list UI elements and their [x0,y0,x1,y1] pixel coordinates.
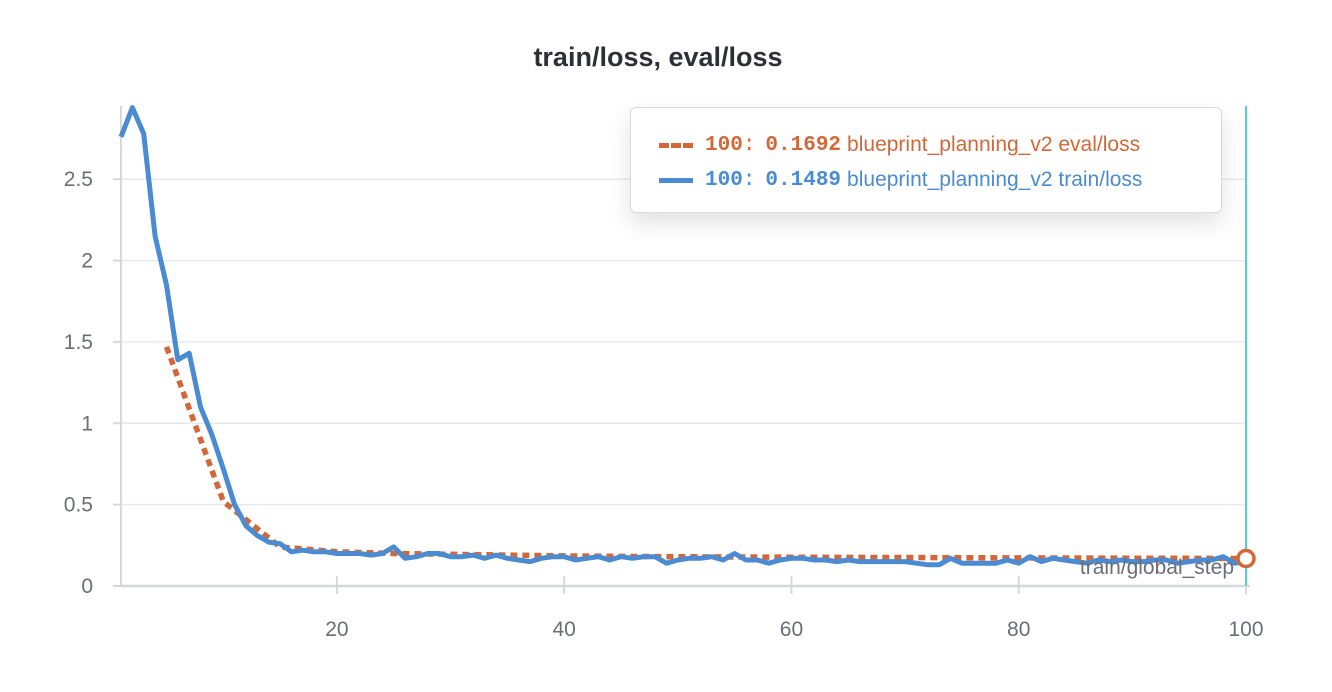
legend-separator: : [742,133,756,157]
legend-step: 100 [705,133,743,157]
legend-swatch-solid-icon [659,177,693,183]
train-loss-line [118,105,1247,568]
legend-tooltip: 100 : 0.1692 blueprint_planning_v2 eval/… [630,107,1222,213]
x-tick-label: 100 [1228,618,1263,641]
x-axis-title: train/global_step [1080,556,1234,579]
legend-label: blueprint_planning_v2 train/loss [847,168,1143,191]
y-tick-label: 0.5 [64,494,93,517]
legend-step: 100 [705,168,743,192]
x-tick-label: 20 [325,618,348,641]
chart-title: train/loss, eval/loss [533,42,783,72]
series-lines [118,105,1256,586]
y-tick-label: 1.5 [64,331,93,354]
legend-item-train: 100 : 0.1489 blueprint_planning_v2 train… [659,165,1142,195]
legend-swatch-dashed-icon [659,142,693,148]
y-tick-label: 2 [81,250,93,273]
eval-loss-line [163,345,1247,562]
y-tick-label: 1 [81,412,93,435]
x-tick-label: 60 [780,618,803,641]
y-tick-label: 2.5 [64,168,93,191]
x-tick-label: 40 [553,618,576,641]
hover-point-marker [1236,548,1256,569]
x-tick-label: 80 [1007,618,1030,641]
legend-value: 0.1489 [765,168,842,192]
legend-label: blueprint_planning_v2 eval/loss [847,133,1141,156]
legend-item-eval: 100 : 0.1692 blueprint_planning_v2 eval/… [659,130,1140,160]
axes: 0 0.5 1 1.5 2 2.5 20 40 60 80 100 [64,106,1264,641]
y-tick-label: 0 [81,575,93,598]
legend-value: 0.1692 [765,133,842,157]
legend-separator: : [742,168,756,192]
grid-lines [121,178,1246,506]
